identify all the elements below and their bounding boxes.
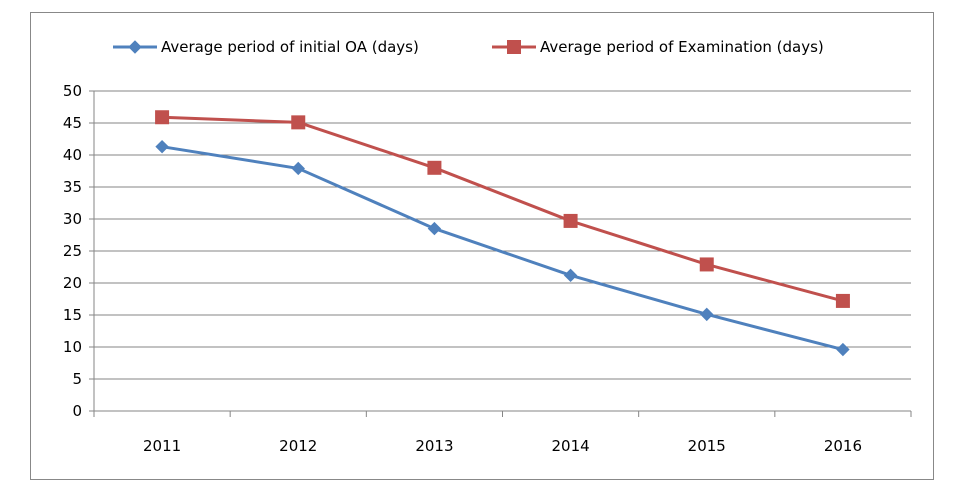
series-2-point [291, 115, 306, 130]
x-tick-label: 2015 [688, 437, 726, 455]
x-tick-label: 2012 [279, 437, 317, 455]
legend-marker-2 [507, 40, 521, 54]
y-tick-label: 45 [63, 114, 82, 132]
y-tick-label: 30 [63, 210, 82, 228]
series-2-point [563, 213, 578, 228]
series-2-point [835, 293, 850, 308]
y-tick-label: 10 [63, 338, 82, 356]
legend-marker-1 [128, 40, 142, 54]
y-tick-label: 15 [63, 306, 82, 324]
series-2-point [699, 257, 714, 272]
y-tick-label: 40 [63, 146, 82, 164]
series-1-point [291, 161, 305, 176]
y-tick-label: 20 [63, 274, 82, 292]
series-1-point [836, 342, 850, 357]
series-2-point [427, 160, 442, 175]
y-tick-label: 0 [72, 402, 82, 420]
y-tick-label: 5 [72, 370, 82, 388]
x-tick-label: 2011 [143, 437, 181, 455]
x-tick-label: 2014 [551, 437, 589, 455]
y-tick-label: 50 [63, 82, 82, 100]
series-2-point [155, 110, 170, 125]
legend-label-2: Average period of Examination (days) [540, 38, 824, 56]
series-1-point [155, 139, 169, 154]
x-tick-label: 2016 [824, 437, 862, 455]
series-line-2 [162, 115, 844, 303]
legend-label-1: Average period of initial OA (days) [161, 38, 419, 56]
series-1-point [700, 307, 714, 322]
y-tick-label: 35 [63, 178, 82, 196]
series-1-point [427, 221, 442, 236]
x-tick-label: 2013 [415, 437, 453, 455]
series-line-1 [161, 145, 844, 352]
y-tick-label: 25 [63, 242, 82, 260]
series-1-point [563, 268, 578, 283]
